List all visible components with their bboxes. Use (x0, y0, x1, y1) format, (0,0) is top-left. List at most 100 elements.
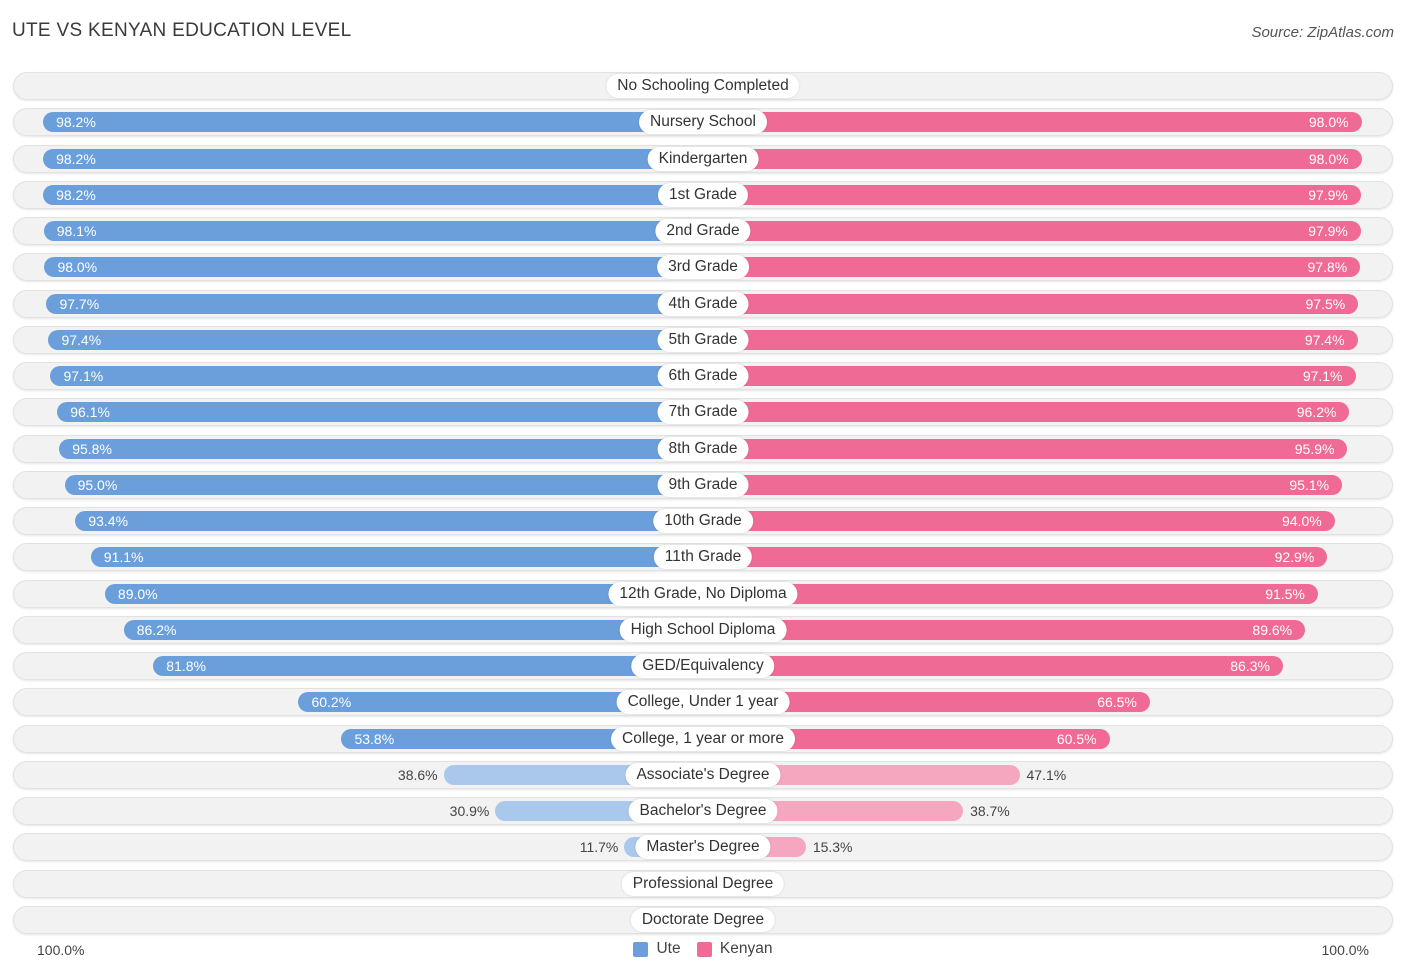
chart-title: UTE VS KENYAN EDUCATION LEVEL (12, 20, 352, 41)
bar-kenyan[interactable] (703, 619, 1306, 640)
category-label: Master's Degree (635, 835, 771, 860)
category-label: 10th Grade (653, 509, 753, 533)
bar-ute[interactable] (43, 221, 703, 241)
value-label-ute: 86.2% (136, 621, 177, 638)
category-label: Doctorate Degree (630, 907, 776, 932)
value-label-kenyan: 66.5% (1097, 694, 1137, 711)
axis-right-label: 100.0% (1321, 942, 1369, 958)
category-label: 12th Grade, No Diploma (608, 581, 798, 606)
category-label: College, 1 year or more (611, 726, 795, 751)
bar-kenyan[interactable] (703, 764, 1020, 785)
value-label-ute: 93.4% (88, 513, 129, 529)
value-label-kenyan: 86.3% (1230, 658, 1270, 674)
bar-kenyan[interactable] (703, 112, 1362, 133)
bar-kenyan[interactable] (703, 221, 1361, 241)
bar-ute[interactable] (43, 184, 703, 205)
value-label-ute: 98.1% (56, 223, 97, 239)
bar-ute[interactable] (90, 547, 703, 568)
category-label: 7th Grade (657, 400, 749, 425)
legend-swatch-ute (633, 941, 649, 957)
value-label-kenyan: 91.5% (1265, 585, 1305, 602)
category-label: GED/Equivalency (631, 654, 775, 678)
legend: Ute Kenyan (0, 940, 1406, 962)
bar-kenyan[interactable] (703, 184, 1361, 205)
bar-kenyan[interactable] (703, 402, 1350, 423)
value-label-ute: 53.8% (354, 730, 395, 747)
value-label-kenyan: 92.9% (1274, 549, 1315, 566)
bar-kenyan[interactable] (703, 148, 1362, 169)
value-label-kenyan: 98.0% (1308, 150, 1349, 167)
category-label: 9th Grade (657, 472, 749, 497)
legend-item-kenyan[interactable]: Kenyan (696, 940, 773, 958)
category-label: 6th Grade (657, 364, 749, 388)
bar-ute[interactable] (50, 366, 703, 386)
category-label: Associate's Degree (625, 762, 781, 787)
bar-ute[interactable] (46, 293, 703, 314)
value-label-kenyan: 97.9% (1308, 223, 1348, 239)
bar-kenyan[interactable] (703, 511, 1335, 531)
category-label: 3rd Grade (657, 255, 749, 280)
category-label: 2nd Grade (655, 219, 751, 243)
category-label: Bachelor's Degree (628, 799, 778, 823)
value-label-kenyan: 95.1% (1289, 476, 1330, 493)
category-label: 1st Grade (657, 182, 749, 207)
value-label-ute: 11.7% (579, 839, 619, 856)
category-label: Nursery School (639, 110, 767, 135)
legend-item-ute[interactable]: Ute (633, 940, 681, 958)
value-label-kenyan: 94.0% (1281, 513, 1322, 529)
bar-ute[interactable] (123, 619, 703, 640)
value-label-kenyan: 15.3% (812, 839, 853, 856)
value-label-ute: 95.0% (77, 476, 118, 493)
bar-kenyan[interactable] (703, 438, 1348, 459)
bar-ute[interactable] (104, 583, 703, 604)
value-label-ute: 98.0% (57, 259, 98, 276)
bar-ute[interactable] (43, 112, 703, 133)
value-label-ute: 95.8% (72, 440, 112, 457)
bar-kenyan[interactable] (703, 656, 1283, 676)
bar-kenyan[interactable] (703, 547, 1328, 568)
bar-kenyan[interactable] (703, 257, 1361, 278)
value-label-kenyan: 47.1% (1026, 766, 1067, 783)
value-label-kenyan: 97.1% (1302, 368, 1343, 384)
value-label-kenyan: 97.4% (1304, 331, 1345, 348)
bar-kenyan[interactable] (703, 728, 1110, 749)
value-label-ute: 96.1% (70, 404, 110, 421)
category-label: High School Diploma (619, 617, 787, 642)
bar-ute[interactable] (43, 148, 703, 169)
value-label-kenyan: 95.9% (1294, 440, 1335, 457)
bar-ute[interactable] (44, 257, 703, 278)
bar-ute[interactable] (48, 329, 703, 350)
axis-left-label: 100.0% (37, 942, 85, 958)
bar-kenyan[interactable] (703, 293, 1359, 314)
bar-ute[interactable] (153, 656, 703, 676)
bar-ute[interactable] (75, 511, 703, 531)
value-label-kenyan: 98.0% (1308, 114, 1349, 131)
value-label-ute: 98.2% (56, 186, 96, 203)
value-label-ute: 98.2% (56, 150, 96, 167)
category-label: Kindergarten (647, 146, 759, 171)
bar-ute[interactable] (64, 474, 703, 495)
value-label-ute: 97.1% (63, 368, 104, 384)
category-label: 8th Grade (657, 436, 749, 461)
bar-kenyan[interactable] (703, 474, 1343, 495)
value-label-ute: 81.8% (166, 658, 206, 674)
bar-ute[interactable] (59, 438, 703, 459)
value-label-kenyan: 89.6% (1252, 621, 1293, 638)
category-label: 11th Grade (653, 545, 753, 570)
legend-label-kenyan: Kenyan (719, 940, 773, 957)
value-label-ute: 30.9% (449, 803, 490, 819)
value-label-ute: 60.2% (311, 694, 352, 711)
value-label-ute: 97.4% (61, 331, 102, 348)
value-label-ute: 98.2% (56, 114, 96, 131)
value-label-ute: 91.1% (103, 549, 144, 566)
bar-ute[interactable] (57, 402, 703, 423)
category-label: Professional Degree (621, 871, 785, 896)
bar-kenyan[interactable] (703, 366, 1356, 386)
bar-ute[interactable] (298, 692, 703, 713)
bar-kenyan[interactable] (703, 329, 1358, 350)
bar-kenyan[interactable] (703, 583, 1318, 604)
bar-kenyan[interactable] (703, 692, 1150, 713)
source-credit: Source: ZipAtlas.com (1251, 24, 1394, 41)
value-label-kenyan: 96.2% (1296, 404, 1337, 421)
